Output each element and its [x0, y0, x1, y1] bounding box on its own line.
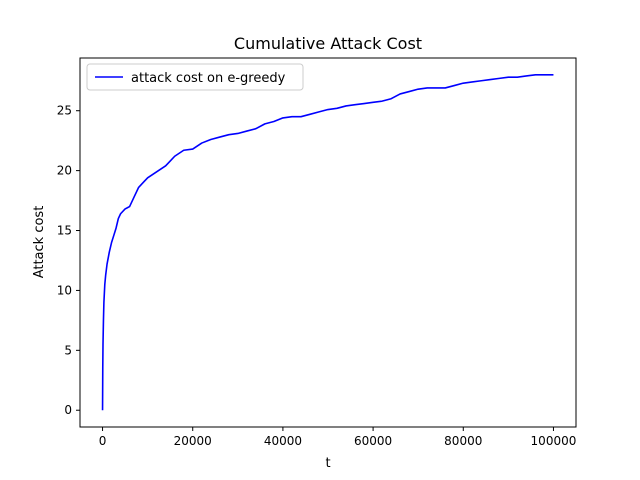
legend-label: attack cost on e-greedy — [131, 71, 286, 86]
x-tick-label: 60000 — [354, 434, 392, 448]
x-axis-label: t — [325, 456, 330, 471]
y-tick-label: 25 — [57, 104, 72, 118]
series-line — [101, 73, 554, 411]
plot-area: 0 20000 40000 60000 80000 100000 0 5 10 15 20 25 att… — [57, 57, 577, 448]
x-tick-label: 100000 — [531, 434, 577, 448]
x-tick-label: 80000 — [444, 434, 482, 448]
y-axis-label: Attack cost — [32, 206, 47, 279]
y-tick-label: 5 — [64, 343, 72, 357]
y-tick-label: 20 — [57, 164, 72, 178]
x-tick-label: 0 — [99, 434, 107, 448]
legend-box — [86, 63, 304, 91]
plot-frame — [79, 57, 577, 428]
y-tick-label: 15 — [57, 224, 72, 238]
chart-title: Cumulative Attack Cost — [234, 34, 422, 53]
x-tick-label: 20000 — [174, 434, 212, 448]
x-tick-label: 40000 — [264, 434, 302, 448]
y-tick-label: 10 — [57, 283, 72, 297]
y-tick-label: 0 — [64, 403, 72, 417]
